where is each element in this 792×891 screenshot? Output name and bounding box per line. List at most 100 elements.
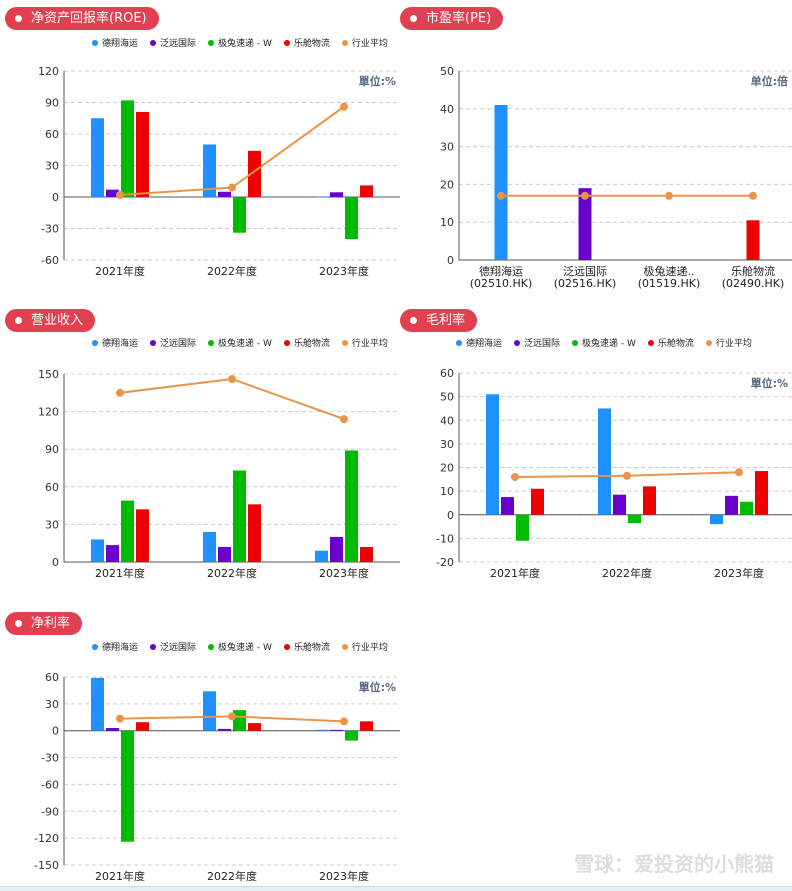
average-point[interactable] — [665, 191, 673, 200]
revenue-title-pill[interactable]: 营业收入 — [5, 309, 96, 332]
legend-item[interactable]: 德翔海运 — [92, 336, 138, 349]
bar-roe-s3-1[interactable] — [248, 150, 261, 197]
average-point[interactable] — [116, 714, 124, 723]
bar-gross-s2-0[interactable] — [516, 514, 529, 541]
bar-gross-s3-1[interactable] — [643, 486, 656, 515]
legend-label: 德翔海运 — [102, 339, 139, 349]
average-point[interactable] — [116, 388, 124, 397]
legend-item[interactable]: 德翔海运 — [92, 36, 138, 49]
legend-item[interactable]: 德翔海运 — [456, 336, 502, 349]
bar-roe-s0-1[interactable] — [203, 144, 216, 198]
legend-item[interactable]: 泛远国际 — [150, 36, 196, 49]
bar-revenue-s1-0[interactable] — [106, 545, 119, 562]
average-point[interactable] — [228, 375, 236, 384]
bar-roe-s1-2[interactable] — [330, 192, 343, 197]
bar-pe-1[interactable] — [578, 188, 592, 260]
average-point[interactable] — [116, 190, 124, 199]
bar-revenue-s2-1[interactable] — [233, 470, 246, 562]
legend-item[interactable]: 极兔速递 - W — [572, 336, 636, 349]
bar-revenue-s3-1[interactable] — [248, 504, 261, 562]
bar-gross-s1-1[interactable] — [613, 494, 626, 515]
bar-revenue-s2-0[interactable] — [121, 500, 134, 562]
y-tick-label: 120 — [38, 65, 59, 78]
bar-net-s1-2[interactable] — [330, 729, 343, 731]
legend-item[interactable]: 乐舱物流 — [647, 336, 694, 349]
average-point[interactable] — [340, 415, 348, 424]
bar-roe-s2-2[interactable] — [345, 197, 358, 239]
legend-item[interactable]: 泛远国际 — [514, 336, 560, 349]
unit-label: 單位:% — [359, 74, 396, 88]
bar-net-s3-2[interactable] — [360, 721, 373, 731]
legend-item[interactable]: 乐舱物流 — [283, 640, 330, 653]
legend-item[interactable]: 行业平均 — [341, 36, 388, 49]
bar-net-s3-1[interactable] — [248, 723, 261, 731]
bar-gross-s2-2[interactable] — [740, 501, 753, 515]
net-title-pill[interactable]: 净利率 — [5, 612, 83, 635]
average-point[interactable] — [735, 468, 743, 477]
y-tick-label: 90 — [45, 443, 59, 456]
bar-gross-s3-0[interactable] — [531, 488, 544, 515]
legend-item[interactable]: 乐舱物流 — [283, 36, 330, 49]
legend-item[interactable]: 极兔速递 - W — [208, 640, 272, 653]
pe-title-pill[interactable]: 市盈率(PE) — [400, 7, 504, 30]
legend-item[interactable]: 极兔速递 - W — [208, 336, 272, 349]
legend-item[interactable]: 行业平均 — [341, 640, 388, 653]
bar-roe-s3-2[interactable] — [360, 185, 373, 197]
average-point[interactable] — [749, 191, 757, 200]
bar-revenue-s1-1[interactable] — [218, 546, 231, 562]
legend-item[interactable]: 乐舱物流 — [283, 336, 330, 349]
legend-item[interactable]: 极兔速递 - W — [208, 36, 272, 49]
average-point[interactable] — [228, 183, 236, 192]
bar-net-s2-1[interactable] — [233, 710, 246, 731]
average-point[interactable] — [340, 102, 348, 111]
average-point[interactable] — [511, 472, 519, 481]
bar-gross-s0-2[interactable] — [710, 514, 723, 525]
average-point[interactable] — [623, 471, 631, 480]
bar-net-s3-0[interactable] — [136, 722, 149, 731]
legend-item[interactable]: 泛远国际 — [150, 336, 196, 349]
bar-net-s1-1[interactable] — [218, 728, 231, 731]
average-point[interactable] — [340, 717, 348, 726]
average-point[interactable] — [228, 712, 236, 721]
bar-gross-s3-2[interactable] — [755, 471, 768, 515]
watermark: 雪球：爱投资的小熊猫 — [574, 852, 774, 876]
gross-title-pill[interactable]: 毛利率 — [400, 309, 478, 332]
bar-pe-3[interactable] — [746, 220, 760, 260]
bar-gross-s0-1[interactable] — [598, 408, 611, 515]
bar-roe-s1-0[interactable] — [106, 189, 119, 197]
bar-gross-s1-2[interactable] — [725, 495, 738, 515]
bar-pe-0[interactable] — [494, 105, 508, 261]
bar-gross-s2-1[interactable] — [628, 514, 641, 524]
bar-roe-s0-2[interactable] — [315, 196, 328, 198]
legend-dot-icon — [283, 643, 290, 650]
bar-net-s0-0[interactable] — [91, 677, 104, 731]
legend-item[interactable]: 泛远国际 — [150, 640, 196, 653]
legend-item[interactable]: 行业平均 — [341, 336, 388, 349]
bar-revenue-s3-0[interactable] — [136, 509, 149, 562]
bar-roe-s2-0[interactable] — [121, 100, 134, 197]
average-point[interactable] — [581, 191, 589, 200]
bar-net-s0-2[interactable] — [315, 729, 328, 731]
bar-revenue-s2-2[interactable] — [345, 450, 358, 562]
bar-revenue-s1-2[interactable] — [330, 536, 343, 562]
bar-gross-s1-0[interactable] — [501, 497, 514, 515]
bar-revenue-s0-0[interactable] — [91, 539, 104, 562]
bar-revenue-s0-2[interactable] — [315, 550, 328, 562]
bar-revenue-s0-1[interactable] — [203, 531, 216, 562]
bar-roe-s1-1[interactable] — [218, 191, 231, 197]
legend-item[interactable]: 德翔海运 — [92, 640, 138, 653]
roe-title-pill[interactable]: 净资产回报率(ROE) — [5, 7, 159, 30]
bar-net-s0-1[interactable] — [203, 691, 216, 731]
average-point[interactable] — [497, 191, 505, 200]
bar-revenue-s3-2[interactable] — [360, 546, 373, 562]
bar-roe-s3-0[interactable] — [136, 111, 149, 197]
bar-net-s1-0[interactable] — [106, 728, 119, 731]
y-tick-label: 20 — [440, 462, 454, 475]
bar-net-s2-0[interactable] — [121, 730, 134, 842]
bar-roe-s2-1[interactable] — [233, 197, 246, 233]
bar-net-s2-2[interactable] — [345, 730, 358, 741]
bar-gross-s0-0[interactable] — [486, 394, 499, 515]
legend-item[interactable]: 行业平均 — [705, 336, 752, 349]
bar-roe-s0-0[interactable] — [91, 118, 104, 197]
x-tick-label: 2021年度 — [490, 566, 540, 580]
